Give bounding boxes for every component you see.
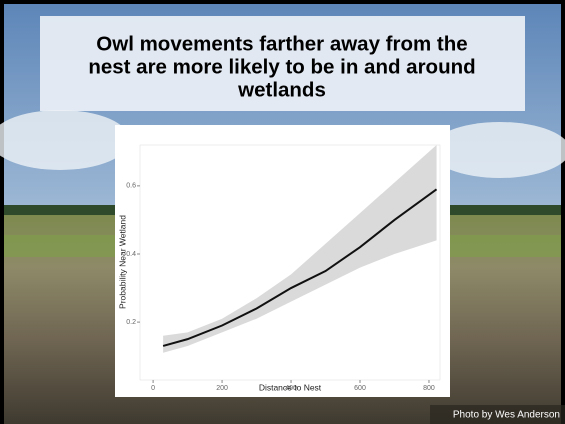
plot: 0 200 400 600 800 0.2 0.4 0.6: [126, 144, 441, 392]
photo-credit: Photo by Wes Anderson: [453, 410, 560, 421]
cloud: [430, 122, 565, 178]
slide-title: nest are more likely to be in and around: [88, 55, 475, 78]
chart-panel: [115, 125, 450, 397]
slide-title: Owl movements farther away from the: [96, 32, 467, 55]
x-axis-title: Distance to Nest: [259, 382, 322, 392]
x-tick-label: 800: [423, 385, 435, 392]
y-tick-label: 0.2: [126, 319, 136, 326]
credit-bg: [430, 405, 565, 424]
slide-title: wetlands: [237, 78, 326, 101]
y-axis-title: Probability Near Wetland: [117, 215, 127, 309]
title-box: [40, 16, 525, 111]
line: [162, 188, 438, 347]
x-tick-label: 200: [216, 385, 228, 392]
cloud: [0, 110, 130, 170]
x-tick-label: 0: [151, 385, 155, 392]
y-tick-label: 0.4: [126, 251, 136, 258]
x-tick-label: 400: [285, 385, 297, 392]
y-tick-label: 0.6: [126, 183, 136, 190]
plot-frame: [139, 144, 441, 381]
x-tick-label: 600: [354, 385, 366, 392]
confidence-band: [163, 145, 437, 353]
